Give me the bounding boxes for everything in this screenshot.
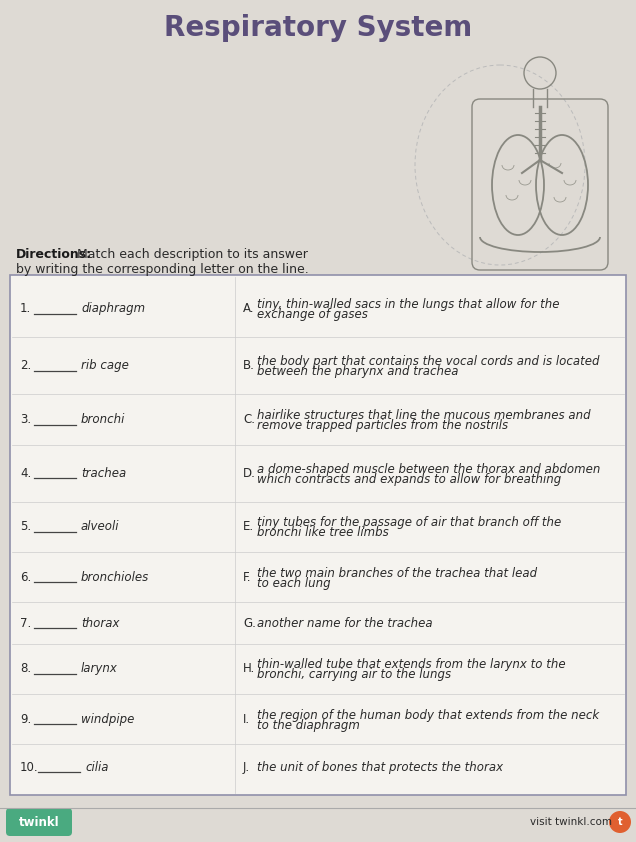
FancyBboxPatch shape xyxy=(10,275,626,795)
Text: bronchioles: bronchioles xyxy=(81,571,149,584)
Text: another name for the trachea: another name for the trachea xyxy=(257,616,432,630)
Text: bronchi, carrying air to the lungs: bronchi, carrying air to the lungs xyxy=(257,669,451,681)
Text: visit twinkl.com: visit twinkl.com xyxy=(530,817,612,827)
Text: which contracts and expands to allow for breathing: which contracts and expands to allow for… xyxy=(257,472,561,486)
Text: Match each description to its answer: Match each description to its answer xyxy=(77,248,308,261)
Text: I.: I. xyxy=(243,712,250,726)
Text: bronchi: bronchi xyxy=(81,413,125,426)
Text: a dome-shaped muscle between the thorax and abdomen: a dome-shaped muscle between the thorax … xyxy=(257,463,600,476)
Text: to the diaphragm: to the diaphragm xyxy=(257,718,360,732)
Text: hairlike structures that line the mucous membranes and: hairlike structures that line the mucous… xyxy=(257,409,591,422)
Text: F.: F. xyxy=(243,571,251,584)
Text: rib cage: rib cage xyxy=(81,360,129,372)
Text: 4.: 4. xyxy=(20,466,31,480)
Text: windpipe: windpipe xyxy=(81,712,134,726)
Text: remove trapped particles from the nostrils: remove trapped particles from the nostri… xyxy=(257,419,508,432)
Text: A.: A. xyxy=(243,302,254,315)
Text: 10.: 10. xyxy=(20,760,39,774)
Text: bronchi like tree limbs: bronchi like tree limbs xyxy=(257,526,389,540)
Text: thorax: thorax xyxy=(81,616,120,630)
Text: 8.: 8. xyxy=(20,663,31,675)
Text: C.: C. xyxy=(243,413,255,426)
Text: twinkl: twinkl xyxy=(18,816,59,829)
Text: 9.: 9. xyxy=(20,712,31,726)
Text: D.: D. xyxy=(243,466,256,480)
Text: larynx: larynx xyxy=(81,663,118,675)
Text: 1.: 1. xyxy=(20,302,31,315)
Text: the region of the human body that extends from the neck: the region of the human body that extend… xyxy=(257,709,599,722)
FancyBboxPatch shape xyxy=(6,808,72,836)
Text: Directions:: Directions: xyxy=(16,248,92,261)
Text: diaphragm: diaphragm xyxy=(81,302,145,315)
Text: alveoli: alveoli xyxy=(81,520,120,534)
Text: J.: J. xyxy=(243,760,250,774)
Text: H.: H. xyxy=(243,663,255,675)
Text: cilia: cilia xyxy=(85,760,109,774)
Text: exchange of gases: exchange of gases xyxy=(257,308,368,321)
Text: trachea: trachea xyxy=(81,466,127,480)
Text: the unit of bones that protects the thorax: the unit of bones that protects the thor… xyxy=(257,760,503,774)
Text: 6.: 6. xyxy=(20,571,31,584)
Text: 2.: 2. xyxy=(20,360,31,372)
Text: B.: B. xyxy=(243,360,255,372)
Text: E.: E. xyxy=(243,520,254,534)
Text: G.: G. xyxy=(243,616,256,630)
Text: the body part that contains the vocal cords and is located: the body part that contains the vocal co… xyxy=(257,355,600,368)
Text: to each lung: to each lung xyxy=(257,577,331,589)
Text: 3.: 3. xyxy=(20,413,31,426)
Text: thin-walled tube that extends from the larynx to the: thin-walled tube that extends from the l… xyxy=(257,658,565,671)
Text: by writing the corresponding letter on the line.: by writing the corresponding letter on t… xyxy=(16,263,308,276)
Text: Respiratory System: Respiratory System xyxy=(164,14,472,42)
Text: tiny tubes for the passage of air that branch off the: tiny tubes for the passage of air that b… xyxy=(257,516,561,530)
Text: 5.: 5. xyxy=(20,520,31,534)
Text: the two main branches of the trachea that lead: the two main branches of the trachea tha… xyxy=(257,567,537,580)
Text: 7.: 7. xyxy=(20,616,31,630)
Text: tiny, thin-walled sacs in the lungs that allow for the: tiny, thin-walled sacs in the lungs that… xyxy=(257,298,560,311)
Text: between the pharynx and trachea: between the pharynx and trachea xyxy=(257,365,459,378)
Circle shape xyxy=(609,811,631,833)
Text: t: t xyxy=(618,817,622,827)
